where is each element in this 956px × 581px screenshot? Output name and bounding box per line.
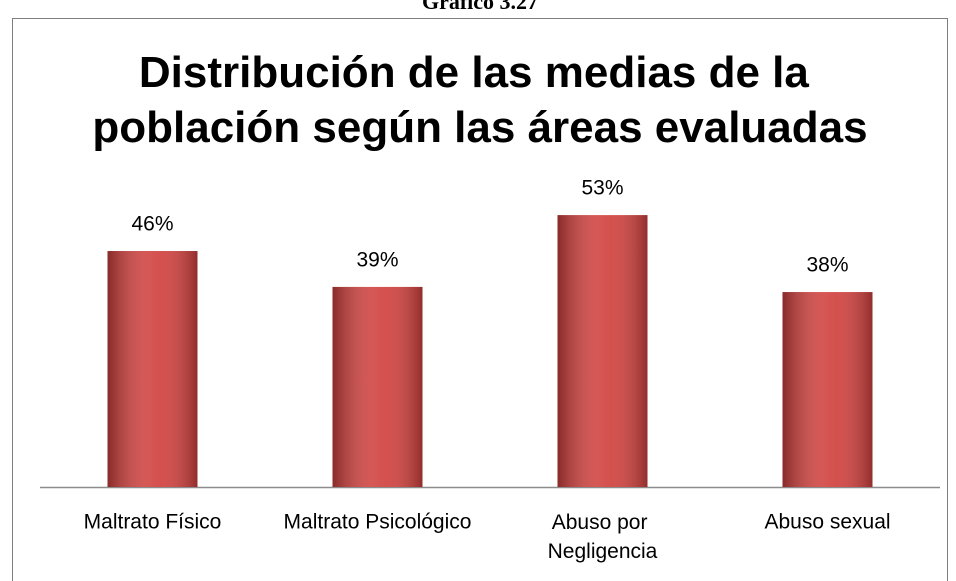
chart-title: Distribución de las medias de la poblaci… (92, 48, 867, 152)
bar-shade (332, 286, 423, 487)
x-tick-label: Maltrato Psicológico (284, 511, 472, 534)
bar-shade (782, 292, 873, 487)
data-label: 53% (581, 177, 623, 200)
data-label: 39% (356, 248, 398, 271)
data-label: 38% (806, 254, 848, 277)
x-tick-label: Maltrato Físico (84, 511, 222, 534)
chart-heading: Gráfico 3.27 (422, 0, 538, 14)
x-tick-label: Abuso sexual (764, 511, 890, 534)
bar-shade (107, 251, 198, 487)
x-tick-label: Abuso por Negligencia (548, 511, 658, 563)
bar-shade (557, 215, 648, 488)
data-label: 46% (131, 213, 173, 236)
